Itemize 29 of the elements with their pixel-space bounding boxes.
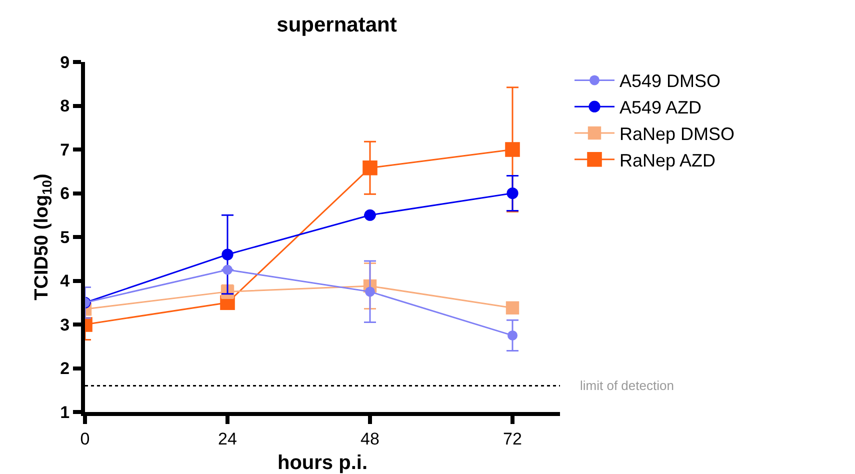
y-tick-label: 7: [60, 140, 70, 160]
point: [505, 142, 520, 157]
point: [506, 187, 518, 200]
legend-label: RaNep DMSO: [620, 124, 735, 144]
y-tick-label: 4: [60, 272, 70, 291]
y-tick-label: 8: [60, 96, 70, 116]
point: [508, 330, 518, 340]
point: [362, 160, 378, 176]
legend-label: RaNep AZD: [620, 150, 716, 170]
legend-label: A549 AZD: [620, 98, 702, 118]
x-tick-label: 48: [360, 429, 380, 448]
legend-label: A549 DMSO: [620, 71, 721, 92]
y-tick-label: 9: [60, 52, 70, 72]
y-tick-label: 5: [60, 228, 70, 247]
x-tick-label: 24: [218, 429, 237, 448]
y-tick-label: 2: [60, 359, 70, 378]
x-tick-label: 0: [80, 429, 90, 448]
y-tick-label: 6: [60, 184, 70, 204]
point: [364, 209, 376, 221]
point: [222, 264, 232, 275]
y-tick-label: 1: [60, 402, 70, 422]
y-tick-label: 3: [60, 315, 70, 334]
point: [365, 286, 375, 297]
x-tick-label: 72: [503, 429, 522, 448]
x-axis-title: hours p.i.: [278, 452, 368, 474]
point: [222, 248, 234, 260]
ref-line-label: limit of detection: [580, 378, 674, 393]
chart-title: supernatant: [276, 13, 397, 36]
point: [506, 301, 520, 314]
